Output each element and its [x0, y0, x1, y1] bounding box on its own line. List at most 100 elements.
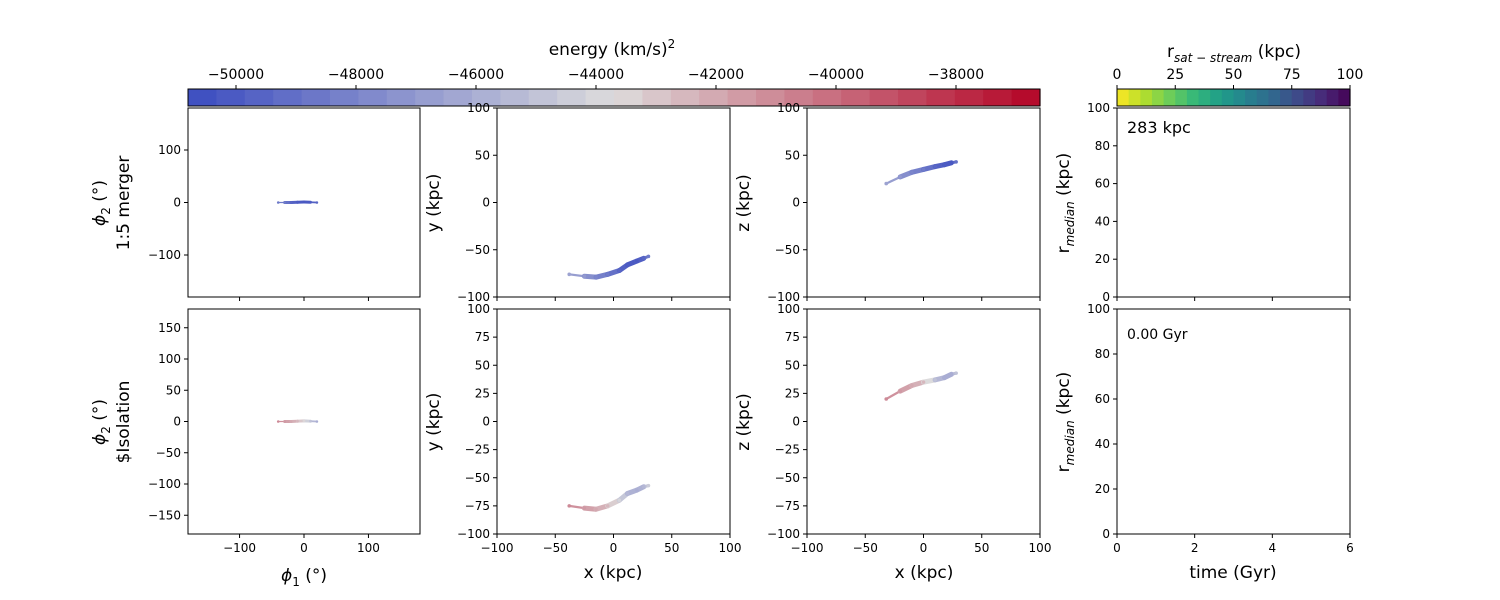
- y-tick-label: 75: [475, 330, 490, 344]
- energy-colorbar-cell: [784, 89, 814, 106]
- y-tick-label: 25: [785, 386, 800, 400]
- stream-particle: [921, 167, 926, 172]
- stream-particle: [942, 162, 947, 167]
- panel-xy-merger: 100 50 0 −50 −100: [457, 101, 731, 304]
- energy-colorbar-cell: [898, 89, 927, 106]
- separation-colorbar-cell: [1303, 89, 1316, 106]
- separation-colorbar-tick-label: 75: [1283, 67, 1301, 83]
- y-tick-label: 25: [475, 386, 490, 400]
- energy-colorbar-cell: [756, 89, 785, 106]
- axes-frame: [806, 308, 1041, 535]
- energy-colorbar-cell: [869, 89, 899, 106]
- stream-particle: [276, 201, 280, 204]
- separation-colorbar-cell: [1245, 89, 1258, 106]
- y-tick-label: 50: [785, 148, 800, 162]
- y-tick-label: −100: [148, 248, 181, 262]
- x-tick-label: −50: [853, 541, 878, 555]
- axes-frame: [496, 107, 731, 298]
- separation-colorbar-cell: [1315, 89, 1328, 106]
- energy-colorbar-tick-label: −44000: [568, 67, 624, 83]
- stream-particle: [884, 397, 889, 401]
- stream-particle: [283, 201, 286, 204]
- z-axis-label-merger: z (kpc): [734, 174, 754, 232]
- energy-colorbar-cell: [528, 89, 558, 106]
- stream-particle: [315, 201, 319, 204]
- stream-particle: [949, 161, 954, 165]
- energy-colorbar-cell: [670, 89, 700, 106]
- stream-particle: [646, 483, 651, 488]
- separation-colorbar-cell: [1221, 89, 1235, 106]
- stream-particle: [898, 175, 902, 179]
- x-tick-label: 0: [1113, 541, 1121, 555]
- stream-particle: [296, 419, 299, 423]
- stream-particle: [884, 181, 889, 186]
- stream-particle: [594, 275, 598, 279]
- separation-colorbar-tick-label: 25: [1166, 67, 1184, 83]
- phi2-label-merger: ϕ2 (°): [90, 180, 113, 226]
- energy-colorbar-tick-label: −38000: [928, 67, 984, 83]
- stream-particle: [567, 272, 572, 277]
- row-label-isolation: $Isolation: [114, 381, 134, 464]
- y-tick-label: −150: [148, 508, 181, 522]
- energy-colorbar-tick-label: −50000: [208, 67, 264, 83]
- separation-colorbar-cell: [1163, 89, 1176, 106]
- energy-colorbar-cell: [443, 89, 473, 106]
- y-tick-label: 150: [158, 321, 181, 335]
- y-tick-label: −50: [775, 243, 800, 257]
- separation-colorbar-cell: [1186, 89, 1200, 106]
- energy-colorbar-cell: [841, 89, 871, 106]
- x-tick-label: 100: [719, 541, 742, 555]
- energy-colorbar-cell: [330, 89, 359, 106]
- energy-colorbar-cell: [472, 89, 501, 106]
- separation-colorbar-cell: [1256, 89, 1270, 106]
- x-tick-label: −50: [543, 541, 568, 555]
- separation-colorbar-cell: [1128, 89, 1141, 106]
- separation-colorbar-cell: [1198, 89, 1211, 106]
- x-tick-label: 50: [664, 541, 679, 555]
- x-tick-label: −100: [791, 541, 824, 555]
- x-tick-label: 4: [1269, 541, 1277, 555]
- x-tick-label: 6: [1346, 541, 1354, 555]
- stream-segment: [885, 390, 902, 401]
- energy-colorbar-cell: [273, 89, 303, 106]
- stream-particle: [309, 200, 312, 204]
- y-tick-label: 0: [173, 415, 181, 429]
- phi2-label-isolation: ϕ2 (°): [90, 399, 113, 445]
- separation-colorbar-cell: [1268, 89, 1281, 106]
- y-tick-label: 100: [1087, 302, 1110, 316]
- separation-colorbar-cell: [1280, 89, 1293, 106]
- x-tick-label: −100: [481, 541, 514, 555]
- stream-particle: [283, 420, 286, 423]
- panel-xy-isolation: −100 −50 0 50 100 100 75 50 25 0 −25 −50 −75 −100: [457, 302, 741, 555]
- stream-particle: [289, 201, 293, 204]
- y-tick-label: 100: [1087, 101, 1110, 115]
- y-tick-label: −100: [148, 477, 181, 491]
- y-tick-label: 100: [467, 302, 490, 316]
- y-tick-label: 100: [467, 101, 490, 115]
- energy-colorbar-cell: [642, 89, 672, 106]
- panel-sky-isolation: −100 0 100 150 100 50 0 −50 −100 −150: [148, 308, 421, 555]
- stream-particle: [949, 372, 954, 377]
- separation-colorbar-tick-label: 50: [1225, 67, 1243, 83]
- y-tick-label: −100: [767, 527, 800, 541]
- energy-colorbar: energy (km/s)2 −50000 −48000 −46000 −44000−…: [187, 37, 1041, 107]
- stream-particle: [594, 507, 598, 512]
- y-tick-label: −100: [767, 290, 800, 304]
- stream-particle: [646, 254, 651, 259]
- energy-colorbar-cell: [188, 89, 217, 106]
- stream-particle: [942, 375, 947, 380]
- energy-colorbar-frame: [187, 88, 1041, 107]
- y-tick-label: 100: [777, 302, 800, 316]
- y-tick-label: 40: [1095, 437, 1110, 451]
- stream-particle: [933, 378, 937, 382]
- rmedian-label-isolation: rmedian (kpc): [1054, 372, 1077, 473]
- energy-colorbar-cell: [983, 89, 1013, 106]
- stream-particle: [302, 200, 306, 204]
- stream-segment: [568, 273, 586, 278]
- stream-particle: [582, 274, 587, 279]
- energy-colorbar-label: energy (km/s)2: [549, 37, 676, 60]
- energy-colorbar-cell: [1011, 89, 1041, 106]
- panel-rmed-merger: 100 80 60 40 20 0: [1087, 101, 1351, 304]
- stream-particle: [617, 498, 622, 503]
